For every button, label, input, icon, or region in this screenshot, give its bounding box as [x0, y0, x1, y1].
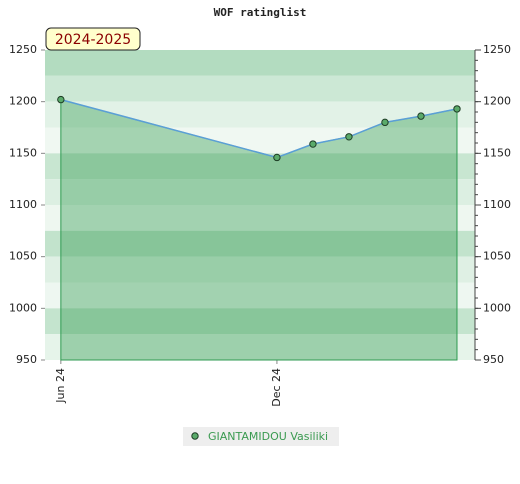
- annotation-box: [45, 27, 141, 51]
- y2-tick-label: 1100: [483, 198, 511, 211]
- background-band: [45, 205, 475, 231]
- y2-tick-label: 950: [483, 353, 504, 366]
- point: [57, 95, 65, 104]
- y2-tick-label: 1000: [483, 301, 511, 314]
- background-band: [45, 75, 475, 102]
- y2-tick-label: 1150: [483, 146, 511, 159]
- y-tick-label: 1050: [9, 250, 37, 263]
- x-tick-label: Jun 24: [54, 368, 67, 404]
- y2-tick-label: 1050: [483, 250, 511, 263]
- y-tick-label: 950: [16, 353, 37, 366]
- annotation: 2024-2025: [55, 32, 131, 48]
- point: [453, 105, 461, 113]
- y-tick-label: 1100: [9, 198, 37, 211]
- legend-marker: [191, 432, 199, 440]
- background-band: [45, 308, 475, 335]
- point: [345, 133, 353, 141]
- point: [381, 118, 389, 127]
- background-band: [45, 127, 475, 154]
- y2-tick-label: 1200: [483, 95, 511, 108]
- y-tick-label: 1200: [9, 95, 37, 108]
- background-band: [45, 282, 475, 309]
- y-tick-label: 1250: [9, 43, 37, 56]
- legend-box: [183, 427, 339, 446]
- background-band: [45, 50, 475, 76]
- point: [273, 153, 281, 162]
- y-tick-label: 1000: [9, 301, 37, 314]
- chart-title: WOF ratinglist: [214, 6, 307, 19]
- x-tick-label: Dec 24: [270, 368, 283, 407]
- background-band: [45, 230, 475, 257]
- background-band: [45, 256, 475, 283]
- background-band: [45, 179, 475, 205]
- y2-tick-label: 1250: [483, 43, 511, 56]
- point: [309, 140, 317, 148]
- point: [417, 112, 425, 120]
- background-band: [45, 153, 475, 180]
- legend-label: GIANTAMIDOU Vasiliki: [208, 430, 328, 443]
- background-band: [45, 334, 475, 360]
- y-tick-label: 1150: [9, 146, 37, 159]
